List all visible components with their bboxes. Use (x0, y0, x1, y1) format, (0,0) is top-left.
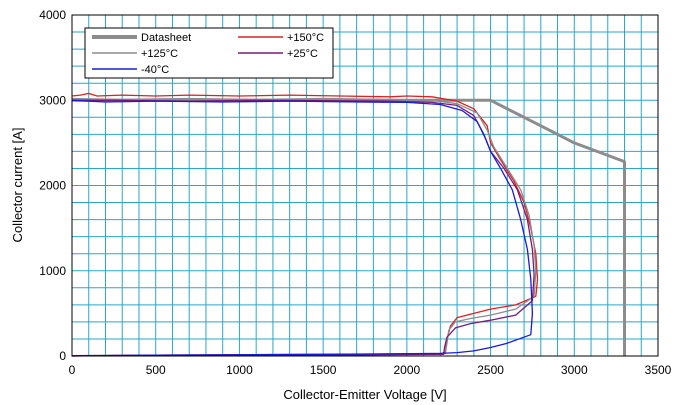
x-tick-label: 1000 (226, 363, 253, 377)
series-layer (71, 92, 626, 357)
legend: Datasheet +150°C +125°C +25°C -40°C (84, 27, 334, 79)
x-tick-labels: 0 500 1000 1500 2000 2500 3000 3500 (69, 363, 672, 377)
x-tick-label: 1500 (310, 363, 337, 377)
legend-label: +125°C (141, 48, 178, 60)
x-axis-title: Collector-Emitter Voltage [V] (283, 387, 446, 402)
y-tick-label: 2000 (39, 179, 66, 193)
y-tick-label: 1000 (39, 264, 66, 278)
legend-label: +25°C (287, 48, 318, 60)
series-line-125-c (71, 97, 537, 357)
y-axis-title: Collector current [A] (10, 128, 25, 243)
legend-label: -40°C (141, 64, 169, 76)
y-tick-labels: 0 1000 2000 3000 4000 (39, 8, 66, 363)
x-tick-label: 3500 (645, 363, 672, 377)
legend-label: Datasheet (141, 32, 191, 44)
series-line-25-c (71, 99, 535, 357)
series-line-40-c (71, 99, 534, 357)
y-tick-label: 3000 (39, 93, 66, 107)
x-tick-label: 500 (146, 363, 166, 377)
x-tick-label: 2000 (394, 363, 421, 377)
x-tick-label: 3000 (561, 363, 588, 377)
y-tick-label: 4000 (39, 8, 66, 22)
legend-entries: Datasheet +150°C +125°C +25°C -40°C (92, 32, 324, 76)
x-tick-label: 0 (69, 363, 76, 377)
plot-frame (71, 14, 659, 357)
x-tick-label: 2500 (477, 363, 504, 377)
y-tick-label: 0 (59, 349, 66, 363)
legend-label: +150°C (287, 32, 324, 44)
